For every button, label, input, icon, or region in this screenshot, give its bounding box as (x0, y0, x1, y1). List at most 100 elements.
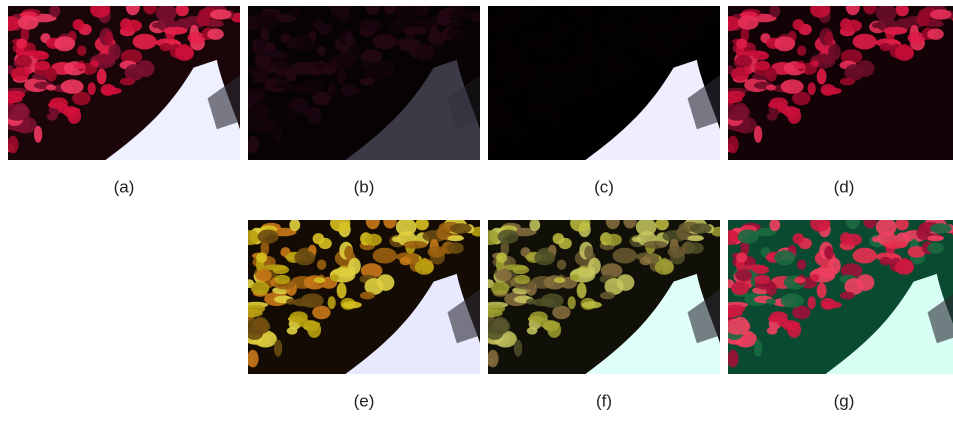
foliage (810, 215, 830, 232)
foliage (766, 299, 776, 305)
foliage (606, 212, 620, 230)
foliage (613, 248, 637, 264)
foliage (817, 283, 827, 299)
foliage (304, 107, 320, 113)
foliage (314, 63, 326, 69)
foliage (784, 107, 800, 113)
foliage (690, 9, 712, 19)
foliage (754, 126, 762, 143)
foliage (774, 36, 795, 51)
foliage (643, 27, 667, 35)
foliage (241, 16, 260, 31)
foliage (526, 299, 536, 305)
foliage (577, 283, 587, 299)
foliage (34, 126, 42, 143)
foliage (808, 296, 816, 309)
foliage (570, 215, 590, 232)
foliage (896, 218, 909, 231)
foliage (294, 250, 315, 265)
foliage (792, 92, 810, 106)
foliage (794, 63, 806, 69)
foliage (577, 69, 587, 85)
foliage (513, 265, 530, 274)
foliage (73, 19, 85, 30)
foliage (582, 301, 602, 308)
foliage (544, 107, 560, 113)
panel-label: (g) (834, 391, 855, 410)
foliage (656, 4, 669, 17)
foliage (544, 321, 560, 327)
foliage (256, 38, 267, 48)
foliage (822, 301, 842, 308)
foliage (33, 51, 50, 60)
foliage (623, 213, 636, 228)
foliage (883, 27, 907, 35)
foliage (753, 265, 770, 274)
foliage (582, 87, 602, 94)
foliage (554, 63, 566, 69)
foliage (450, 223, 472, 233)
foliage (175, 46, 194, 61)
foliage (856, 60, 874, 77)
panel-label: (f) (596, 391, 612, 410)
foliage (727, 136, 738, 154)
foliage (365, 234, 382, 246)
foliage (255, 55, 272, 67)
foliage (447, 21, 464, 27)
foliage (863, 0, 876, 15)
foliage (810, 1, 830, 18)
foliage (690, 223, 712, 233)
foliage (15, 55, 32, 67)
foliage (784, 321, 800, 327)
foliage (600, 292, 615, 300)
foliage (287, 327, 298, 335)
foliage (331, 274, 340, 281)
foliage (396, 4, 417, 22)
foliage (47, 113, 58, 121)
foliage (927, 235, 944, 241)
foliage (314, 277, 326, 283)
foliage (383, 213, 396, 228)
foliage (856, 274, 874, 291)
panel-label: (c) (594, 177, 614, 196)
panel-label: (b) (354, 177, 375, 196)
foliage (245, 91, 265, 99)
foliage (416, 218, 429, 231)
foliage (485, 91, 505, 99)
foliage (337, 283, 347, 299)
foliage (207, 28, 224, 39)
foliage (481, 230, 500, 245)
foliage (766, 85, 776, 91)
foliage (498, 230, 519, 244)
foliage (342, 87, 362, 94)
foliage (125, 20, 142, 32)
foliage (373, 248, 397, 264)
foliage (754, 275, 770, 284)
foliage (687, 242, 704, 253)
foliage (245, 305, 265, 313)
foliage (258, 16, 279, 30)
foliage (753, 51, 770, 60)
foliage (360, 78, 375, 86)
foliage (794, 277, 806, 283)
photo-panel (0, 0, 246, 160)
foliage (863, 213, 876, 228)
foliage (416, 4, 429, 17)
foliage (247, 350, 258, 368)
foliage (793, 19, 805, 30)
foliage (824, 32, 833, 46)
foliage (616, 60, 634, 77)
foliage (853, 34, 877, 50)
foliage (436, 226, 450, 239)
foliage (584, 32, 593, 46)
foliage (853, 248, 877, 264)
foliage (210, 9, 232, 19)
foliage (797, 46, 806, 56)
foliage (481, 16, 500, 31)
foliage (529, 219, 540, 231)
foliage (34, 61, 50, 70)
foliage (553, 19, 565, 30)
foliage (46, 85, 56, 91)
foliage (643, 241, 667, 249)
foliage (120, 78, 135, 86)
